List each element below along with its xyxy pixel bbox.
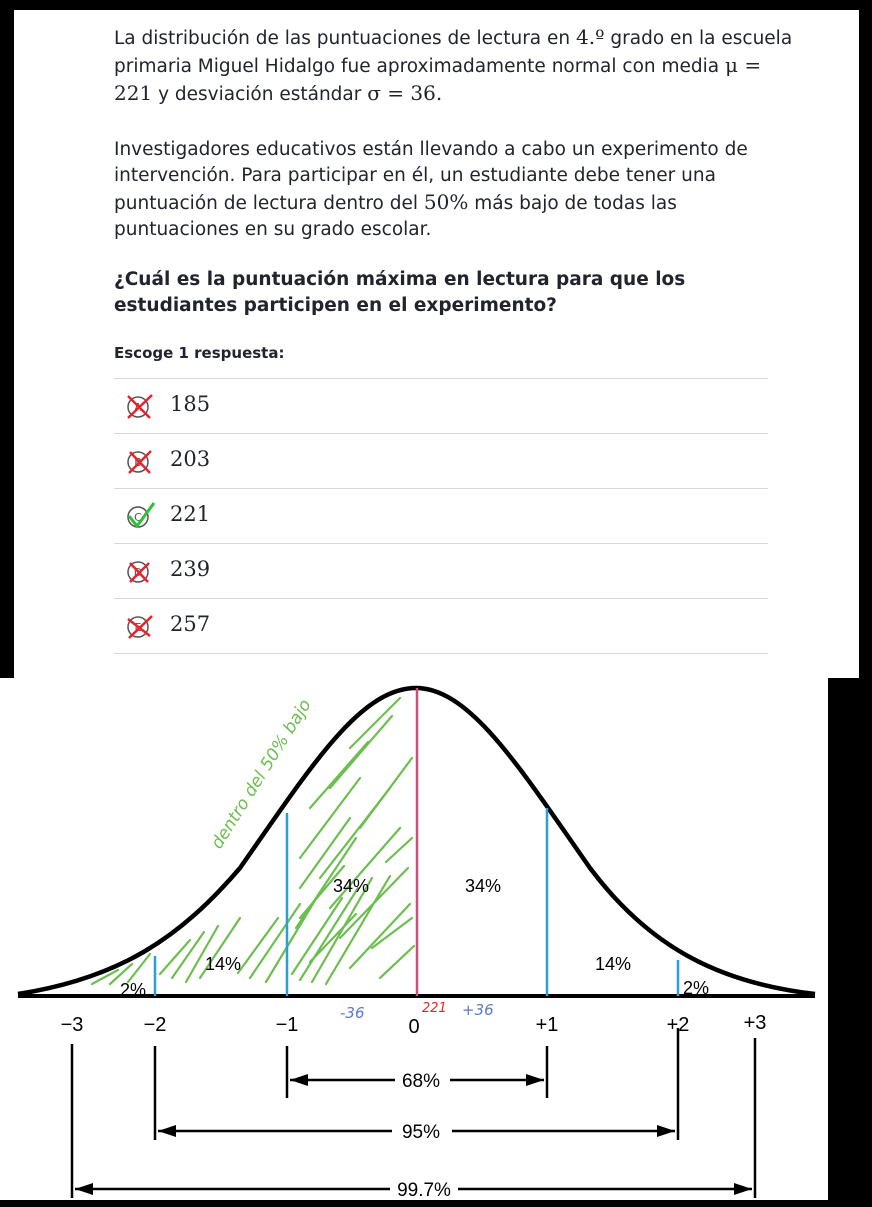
question-prompt: ¿Cuál es la puntuación máxima en lectura… — [114, 269, 686, 316]
crossed-choice-d-icon: D — [127, 561, 150, 583]
crossed-choice-e-icon: E — [127, 615, 153, 639]
range-label: 95% — [402, 1122, 440, 1143]
region-label: 34% — [465, 876, 501, 896]
question-panel — [14, 10, 859, 678]
background-strip — [828, 678, 872, 1207]
range-label: 68% — [402, 1071, 440, 1092]
answer-option-a[interactable]: A 185 — [114, 378, 768, 433]
handwritten-plus: +36 — [462, 1001, 494, 1019]
answer-value: 185 — [170, 392, 211, 416]
mean-math: μ = 221 — [114, 53, 762, 105]
crossed-choice-a-icon: A — [127, 394, 153, 419]
tick-label: 0 — [408, 1016, 419, 1038]
background-strip — [0, 1200, 872, 1207]
answer-list: A 185 B 203 C 221 D 239 E — [114, 378, 768, 654]
grade-math: 4.º — [576, 25, 605, 49]
normal-curve-figure: 2% 14% 34% 34% 14% 2% −3 −2 −1 0 +1 +2 +… — [0, 678, 828, 1201]
handwritten-annotation: dentro del 50% bajo — [207, 696, 315, 853]
region-label: 2% — [120, 980, 146, 1000]
question-paragraph-2: Investigadores educativos están llevando… — [114, 139, 748, 240]
svg-text:C: C — [134, 511, 142, 524]
answer-option-e[interactable]: E 257 — [114, 598, 768, 654]
region-label: 14% — [205, 954, 241, 974]
region-label: 2% — [683, 978, 709, 998]
region-label: 34% — [333, 876, 369, 896]
tick-label: −2 — [144, 1014, 167, 1036]
answer-option-c[interactable]: C 221 — [114, 488, 768, 543]
question-paragraph-1: La distribución de las puntuaciones de l… — [114, 25, 793, 105]
region-label: 14% — [595, 954, 631, 974]
normal-curve-diagram: 2% 14% 34% 34% 14% 2% −3 −2 −1 0 +1 +2 +… — [17, 685, 816, 1201]
answer-option-d[interactable]: D 239 — [114, 543, 768, 598]
handwritten-mean: 221 — [422, 1001, 447, 1016]
answer-option-b[interactable]: B 203 — [114, 433, 768, 488]
answer-value: 257 — [170, 612, 211, 636]
answer-value: 203 — [170, 447, 211, 471]
choose-label: Escoge 1 respuesta: — [114, 344, 285, 362]
checked-choice-c-icon: C — [127, 502, 156, 529]
percent-math: 50% — [423, 190, 469, 214]
answer-value: 221 — [170, 502, 211, 526]
tick-label: −3 — [61, 1014, 84, 1036]
crossed-choice-b-icon: B — [127, 450, 152, 474]
tick-label: +2 — [667, 1014, 690, 1036]
answer-value: 239 — [170, 557, 211, 581]
tick-label: +1 — [536, 1014, 559, 1036]
tick-label: −1 — [276, 1014, 299, 1036]
sd-math: σ = 36. — [367, 81, 443, 105]
handwritten-minus: -36 — [340, 1004, 365, 1022]
tick-label: +3 — [744, 1012, 767, 1034]
hatching — [90, 696, 416, 986]
range-label: 99.7% — [397, 1180, 451, 1200]
